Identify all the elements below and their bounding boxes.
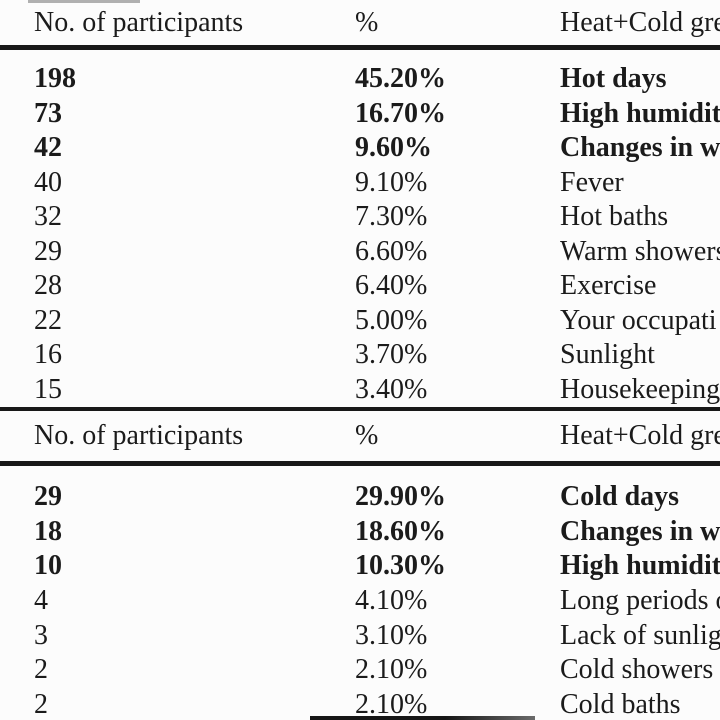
percentage: 18.60% [355, 515, 446, 547]
participants-count: 29 [34, 235, 62, 267]
trigger-label: High humidit [560, 550, 720, 582]
table-row: 73 16.70% High humidit [0, 97, 720, 132]
trigger-label: Cold baths [560, 688, 681, 720]
participants-count: 18 [34, 515, 62, 547]
participants-count: 16 [34, 339, 62, 371]
percentage: 4.10% [355, 585, 428, 617]
participants-count: 3 [34, 619, 48, 651]
trigger-label: High humidit [560, 97, 720, 129]
table-row: 18 18.60% Changes in w [0, 515, 720, 550]
table-row: 29 6.60% Warm showers [0, 235, 720, 270]
percentage: 3.40% [355, 373, 428, 405]
participants-count: 42 [34, 132, 62, 164]
percentage: 2.10% [355, 654, 428, 686]
table-row: 29 29.90% Cold days [0, 480, 720, 515]
trigger-label: Cold days [560, 481, 680, 513]
col-header-trigger: Heat+Cold gre [560, 6, 720, 38]
participants-count: 15 [34, 373, 62, 405]
percentage: 6.60% [355, 235, 428, 267]
trigger-label: Warm showers [560, 235, 720, 267]
percentage: 2.10% [355, 688, 428, 720]
table-row: 16 3.70% Sunlight [0, 338, 720, 373]
table-row: 40 9.10% Fever [0, 166, 720, 201]
percentage: 3.70% [355, 339, 428, 371]
table-row: 2 2.10% Cold baths [0, 688, 720, 720]
participants-count: 4 [34, 585, 48, 617]
participants-count: 28 [34, 270, 62, 302]
participants-count: 40 [34, 166, 62, 198]
col-header-percent: % [355, 420, 379, 451]
trigger-label: Long periods o [560, 585, 720, 617]
trigger-label: Fever [560, 166, 624, 198]
percentage: 29.90% [355, 481, 446, 513]
participants-count: 2 [34, 654, 48, 686]
table-row: 22 5.00% Your occupati [0, 304, 720, 339]
table1-header-row: No. of participants % Heat+Cold gre [0, 0, 720, 50]
participants-count: 10 [34, 550, 62, 582]
trigger-label: Sunlight [560, 339, 655, 371]
table-row: 4 4.10% Long periods o [0, 584, 720, 619]
percentage: 9.60% [355, 132, 432, 164]
col-header-percent: % [355, 6, 379, 38]
percentage: 3.10% [355, 619, 428, 651]
table-row: 15 3.40% Housekeeping [0, 373, 720, 408]
participants-count: 2 [34, 688, 48, 720]
table-row: 198 45.20% Hot days [0, 62, 720, 97]
trigger-label: Hot days [560, 63, 667, 95]
percentage: 5.00% [355, 304, 428, 336]
participants-count: 198 [34, 63, 76, 95]
trigger-label: Hot baths [560, 201, 669, 233]
participants-count: 29 [34, 481, 62, 513]
percentage: 6.40% [355, 270, 428, 302]
partial-rule-bottom [310, 716, 535, 720]
table-row: 28 6.40% Exercise [0, 269, 720, 304]
col-header-participants: No. of participants [34, 6, 244, 38]
table2-body: 29 29.90% Cold days 18 18.60% Changes in… [0, 466, 720, 720]
trigger-label: Your occupati [560, 304, 717, 336]
trigger-label: Changes in w [560, 515, 720, 547]
table-row: 42 9.60% Changes in w [0, 131, 720, 166]
participants-count: 73 [34, 97, 62, 129]
table-row: 32 7.30% Hot baths [0, 200, 720, 235]
percentage: 9.10% [355, 166, 428, 198]
participants-count: 32 [34, 201, 62, 233]
col-header-participants: No. of participants [34, 420, 244, 451]
trigger-label: Exercise [560, 270, 657, 302]
trigger-label: Cold showers [560, 654, 714, 686]
percentage: 10.30% [355, 550, 446, 582]
table2-header-row: No. of participants % Heat+Cold gre [0, 411, 720, 466]
table1-body: 198 45.20% Hot days 73 16.70% High humid… [0, 50, 720, 407]
trigger-label: Changes in w [560, 132, 720, 164]
percentage: 7.30% [355, 201, 428, 233]
trigger-label: Housekeeping [560, 373, 720, 405]
trigger-label: Lack of sunlig [560, 619, 720, 651]
percentage: 16.70% [355, 97, 446, 129]
col-header-trigger: Heat+Cold gre [560, 420, 720, 451]
table-row: 2 2.10% Cold showers [0, 653, 720, 688]
section-divider-rule [0, 407, 720, 411]
table-row: 10 10.30% High humidit [0, 549, 720, 584]
participants-count: 22 [34, 304, 62, 336]
percentage: 45.20% [355, 63, 446, 95]
partial-rule-top [28, 0, 140, 3]
table-row: 3 3.10% Lack of sunlig [0, 618, 720, 653]
